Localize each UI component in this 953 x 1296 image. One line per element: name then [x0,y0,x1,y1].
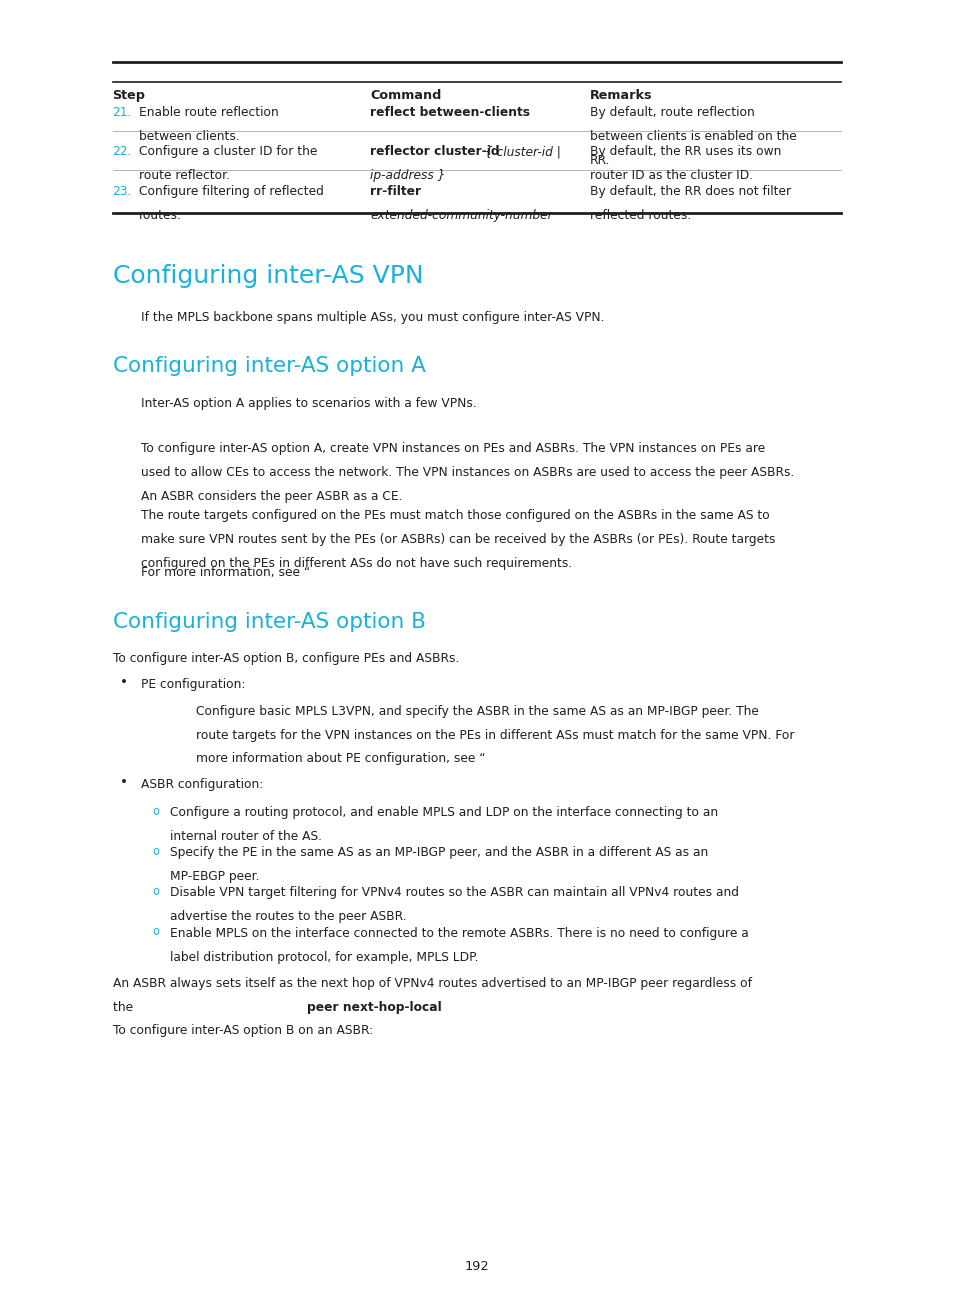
Text: 192: 192 [464,1260,489,1273]
Text: between clients is enabled on the: between clients is enabled on the [589,130,796,144]
Text: An ASBR always sets itself as the next hop of VPNv4 routes advertised to an MP-I: An ASBR always sets itself as the next h… [112,977,751,990]
Text: Remarks: Remarks [589,89,652,102]
Text: used to allow CEs to access the network. The VPN instances on ASBRs are used to : used to allow CEs to access the network.… [141,465,794,480]
Text: o: o [152,805,159,818]
Text: By default, route reflection: By default, route reflection [589,106,754,119]
Text: Enable route reflection: Enable route reflection [139,106,278,119]
Text: Step: Step [112,89,146,102]
Text: more information about PE configuration, see “: more information about PE configuration,… [195,752,485,765]
Text: peer next-hop-local: peer next-hop-local [307,1001,441,1015]
Text: { cluster-id |: { cluster-id | [480,145,560,158]
Text: Command: Command [370,89,441,102]
Text: ip-address }: ip-address } [370,168,445,183]
Text: Configure a cluster ID for the: Configure a cluster ID for the [139,145,317,158]
Text: o: o [152,885,159,898]
Text: configured on the PEs in different ASs do not have such requirements.: configured on the PEs in different ASs d… [141,557,572,570]
Text: Configuring inter-AS VPN: Configuring inter-AS VPN [112,264,423,289]
Text: reflect between-clients: reflect between-clients [370,106,530,119]
Text: reflected routes.: reflected routes. [589,209,690,223]
Text: Configure a routing protocol, and enable MPLS and LDP on the interface connectin: Configure a routing protocol, and enable… [170,806,718,819]
Text: o: o [152,845,159,858]
Text: 22.: 22. [112,145,132,158]
Text: PE configuration:: PE configuration: [141,678,245,691]
Text: 21.: 21. [112,106,132,119]
Text: make sure VPN routes sent by the PEs (or ASBRs) can be received by the ASBRs (or: make sure VPN routes sent by the PEs (or… [141,534,775,547]
Text: rr-filter: rr-filter [370,185,421,198]
Text: Enable MPLS on the interface connected to the remote ASBRs. There is no need to : Enable MPLS on the interface connected t… [170,927,748,940]
Text: The route targets configured on the PEs must match those configured on the ASBRs: The route targets configured on the PEs … [141,509,769,522]
Text: If the MPLS backbone spans multiple ASs, you must configure inter-AS VPN.: If the MPLS backbone spans multiple ASs,… [141,311,604,324]
Text: By default, the RR does not filter: By default, the RR does not filter [589,185,790,198]
Text: 23.: 23. [112,185,132,198]
Text: the: the [112,1001,136,1015]
Text: Configuring inter-AS option B: Configuring inter-AS option B [112,612,425,631]
Text: MP-EBGP peer.: MP-EBGP peer. [170,871,259,884]
Text: To configure inter-AS option B, configure PEs and ASBRs.: To configure inter-AS option B, configur… [112,652,458,665]
Text: Disable VPN target filtering for VPNv4 routes so the ASBR can maintain all VPNv4: Disable VPN target filtering for VPNv4 r… [170,886,738,899]
Text: router ID as the cluster ID.: router ID as the cluster ID. [589,168,752,183]
Text: between clients.: between clients. [139,130,240,144]
Text: Configure basic MPLS L3VPN, and specify the ASBR in the same AS as an MP-IBGP pe: Configure basic MPLS L3VPN, and specify … [195,705,758,718]
Text: ASBR configuration:: ASBR configuration: [141,778,263,791]
Text: extended-community-number: extended-community-number [370,209,552,223]
Text: label distribution protocol, for example, MPLS LDP.: label distribution protocol, for example… [170,951,477,964]
Text: By default, the RR uses its own: By default, the RR uses its own [589,145,781,158]
Text: Inter-AS option A applies to scenarios with a few VPNs.: Inter-AS option A applies to scenarios w… [141,397,476,410]
Text: Specify the PE in the same AS as an MP-IBGP peer, and the ASBR in a different AS: Specify the PE in the same AS as an MP-I… [170,846,707,859]
Text: RR.: RR. [589,154,609,167]
Text: •: • [120,775,128,789]
Text: To configure inter-AS option B on an ASBR:: To configure inter-AS option B on an ASB… [112,1024,373,1037]
Text: o: o [152,925,159,938]
Text: Configure filtering of reflected: Configure filtering of reflected [139,185,324,198]
Text: internal router of the AS.: internal router of the AS. [170,831,321,844]
Text: For more information, see “: For more information, see “ [141,566,310,579]
Text: An ASBR considers the peer ASBR as a CE.: An ASBR considers the peer ASBR as a CE. [141,490,402,503]
Text: •: • [120,675,128,689]
Text: To configure inter-AS option A, create VPN instances on PEs and ASBRs. The VPN i: To configure inter-AS option A, create V… [141,442,764,455]
Text: reflector cluster-id: reflector cluster-id [370,145,499,158]
Text: advertise the routes to the peer ASBR.: advertise the routes to the peer ASBR. [170,910,406,924]
Text: route targets for the VPN instances on the PEs in different ASs must match for t: route targets for the VPN instances on t… [195,728,793,743]
Text: Configuring inter-AS option A: Configuring inter-AS option A [112,356,425,376]
Text: route reflector.: route reflector. [139,168,230,183]
Text: routes.: routes. [139,209,182,223]
